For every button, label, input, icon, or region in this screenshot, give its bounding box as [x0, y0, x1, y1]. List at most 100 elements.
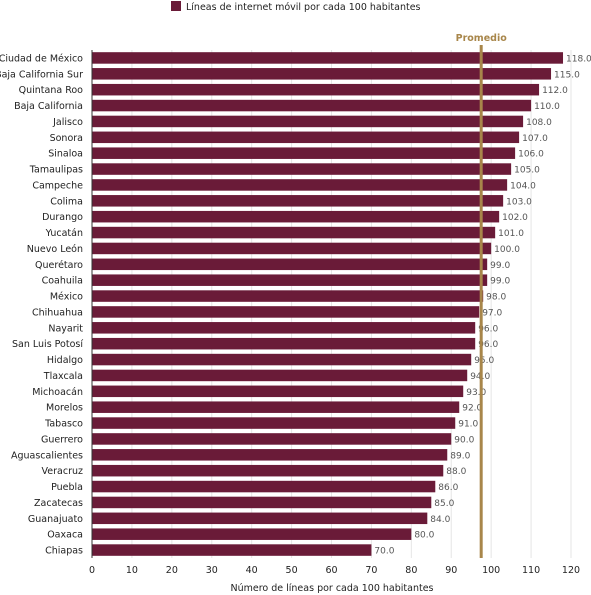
bar-row: Yucatán 101.0	[45, 226, 524, 239]
value-label: 112.0	[542, 86, 568, 96]
bar-row: Nuevo León 100.0	[27, 242, 520, 255]
x-axis-title: Número de líneas por cada 100 habitantes	[230, 583, 433, 594]
category-label: San Luis Potosí	[12, 339, 83, 350]
value-label: 99.0	[490, 277, 510, 287]
bar	[92, 433, 452, 445]
category-label: Nayarit	[48, 323, 83, 334]
bar	[92, 242, 492, 255]
category-label: Tlaxcala	[43, 371, 83, 382]
category-label: Colima	[50, 196, 83, 207]
legend-label: Líneas de internet móvil por cada 100 ha…	[186, 2, 421, 13]
category-label: Morelos	[46, 403, 83, 414]
category-label: Yucatán	[45, 228, 83, 239]
bar-row: Tlaxcala94.0	[43, 369, 491, 382]
value-label: 97.0	[482, 308, 502, 318]
value-label: 88.0	[446, 467, 466, 477]
x-tick-label: 0	[89, 565, 95, 576]
value-label: 108.0	[526, 118, 552, 128]
category-label: Hidalgo	[47, 355, 83, 366]
category-label: Nuevo León	[27, 244, 83, 255]
bar	[92, 353, 472, 366]
value-label: 115.0	[554, 70, 580, 80]
bar-row: Puebla 86.0	[51, 480, 459, 493]
value-label: 80.0	[414, 531, 434, 541]
bar	[92, 464, 444, 477]
category-label: Guanajuato	[28, 514, 83, 525]
bar-row: Baja California Sur 115.0	[0, 68, 580, 80]
bar	[92, 496, 432, 509]
category-label: Ciudad de México	[0, 53, 83, 64]
bar	[92, 115, 524, 128]
value-label: 103.0	[506, 197, 532, 207]
bar-row: Tabasco 91.0	[44, 417, 479, 430]
x-tick-label: 70	[365, 565, 377, 576]
category-label: Sinaloa	[48, 149, 83, 160]
bar	[92, 52, 564, 64]
value-label: 89.0	[450, 451, 470, 461]
value-label: 102.0	[502, 213, 528, 223]
bar	[92, 528, 412, 540]
category-label: Durango	[42, 212, 83, 223]
x-tick-label: 100	[482, 565, 500, 576]
category-label: Baja California Sur	[0, 69, 83, 80]
x-tick-label: 10	[126, 565, 138, 576]
category-label: Querétaro	[35, 260, 83, 271]
bar-row: Durango 102.0	[42, 210, 528, 223]
category-label: Chiapas	[45, 546, 83, 557]
bar	[92, 99, 532, 112]
bar-row: Jalisco 108.0	[52, 115, 552, 128]
value-label: 107.0	[522, 134, 548, 144]
bar-row: Michoacán 93.0	[32, 385, 487, 398]
bar	[92, 306, 480, 318]
bar-row: Veracruz 88.0	[42, 464, 467, 477]
legend: Líneas de internet móvil por cada 100 ha…	[171, 1, 421, 13]
legend-swatch	[171, 1, 181, 11]
bar	[92, 83, 540, 96]
bars: Ciudad de México 118.0 Baja California Sur…	[0, 52, 591, 557]
category-label: México	[50, 292, 83, 303]
x-tick-label: 80	[405, 565, 417, 576]
category-label: Zacatecas	[34, 498, 83, 509]
bar-row: Nayarit 96.0	[48, 322, 499, 334]
bar	[92, 147, 516, 159]
bar-row: México 98.0	[50, 290, 506, 303]
value-label: 110.0	[534, 102, 560, 112]
bar	[92, 258, 488, 271]
x-tick-label: 90	[445, 565, 457, 576]
bar	[92, 480, 436, 493]
bar-row: Coahuila 99.0	[42, 274, 510, 287]
category-label: Chihuahua	[32, 307, 83, 318]
bar-row: Aguascalientes 89.0	[11, 449, 471, 461]
x-tick-label: 60	[325, 565, 337, 576]
category-label: Coahuila	[42, 276, 83, 287]
category-label: Guerrero	[41, 434, 83, 445]
value-label: 90.0	[454, 435, 474, 445]
value-label: 96.0	[478, 324, 498, 334]
bar	[92, 417, 456, 429]
value-label: 104.0	[510, 181, 536, 191]
bar	[92, 337, 476, 350]
x-tick-label: 30	[206, 565, 218, 576]
bar	[92, 195, 504, 207]
category-label: Tamaulipas	[29, 165, 83, 176]
bar-row: Baja California 110.0	[14, 99, 560, 112]
value-label: 85.0	[434, 499, 454, 509]
x-tick-label: 120	[562, 565, 580, 576]
bar-row: Hidalgo 95.0	[47, 353, 495, 366]
value-label: 105.0	[514, 166, 540, 176]
category-label: Veracruz	[42, 466, 83, 477]
bar	[92, 290, 484, 302]
average-marker: Promedio	[456, 33, 507, 558]
bar-row: Sinaloa 106.0	[48, 147, 544, 160]
value-label: 118.0	[566, 54, 591, 64]
bar	[92, 512, 428, 525]
x-tick-label: 50	[286, 565, 298, 576]
category-label: Jalisco	[52, 117, 83, 128]
value-label: 98.0	[486, 293, 506, 303]
bar	[92, 68, 552, 80]
value-label: 92.0	[462, 404, 482, 414]
x-axis-ticks: 0 10 20 30 40 50 60 70 80 90 100 110 120	[89, 565, 580, 576]
bar	[92, 401, 460, 413]
category-label: Puebla	[51, 482, 83, 493]
category-label: Sonora	[50, 133, 83, 144]
